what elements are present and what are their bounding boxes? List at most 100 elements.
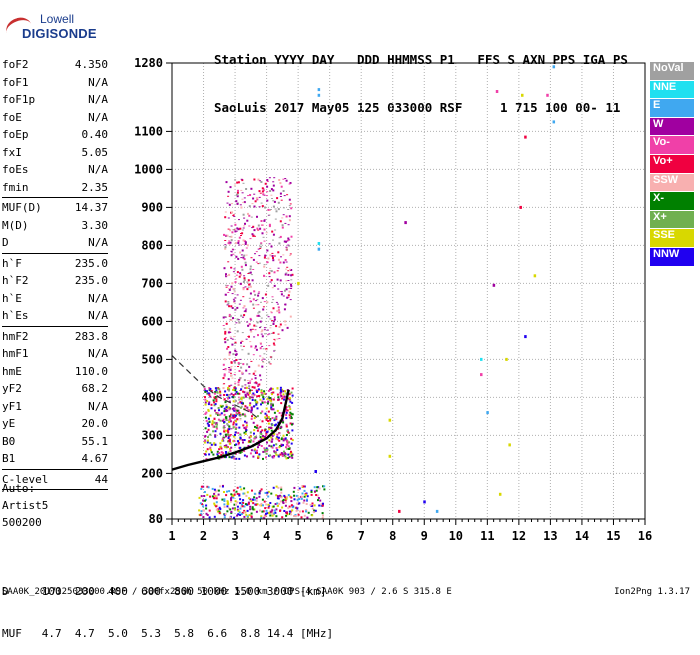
echo-dot — [211, 422, 214, 425]
echo-dot — [287, 296, 290, 298]
echo-dot — [221, 452, 224, 454]
echo-dot — [239, 485, 242, 488]
echo-dot — [288, 219, 291, 222]
echo-dot — [286, 457, 289, 459]
x-tick-label: 16 — [638, 529, 652, 543]
echo-dot — [290, 412, 293, 415]
echo-dot — [271, 424, 274, 426]
echo-dot — [233, 409, 236, 412]
echo-dot — [203, 439, 206, 442]
echo-dot — [279, 500, 282, 503]
echo-dot — [237, 189, 239, 192]
echo-dot — [267, 410, 270, 413]
echo-dot — [266, 512, 269, 515]
echo-dot — [211, 487, 214, 490]
echo-dot — [232, 317, 234, 320]
echo-dot — [235, 353, 237, 356]
echo-dot — [253, 178, 256, 181]
echo-dot — [231, 211, 233, 214]
echo-dot — [252, 502, 255, 505]
echo-dot — [277, 486, 280, 489]
echo-dot — [228, 408, 231, 411]
echo-dot — [272, 342, 275, 345]
echo-dot — [322, 485, 324, 488]
echo-dot — [260, 393, 263, 396]
version-label: Ion2Png 1.3.17 — [614, 587, 690, 597]
echo-dot — [261, 345, 264, 347]
echo-dot — [266, 397, 269, 400]
echo-dot — [250, 360, 253, 362]
echo-dot — [286, 266, 289, 268]
echo-dot — [202, 509, 205, 512]
echo-dot — [242, 363, 245, 366]
echo-dot — [245, 395, 247, 398]
echo-dot — [214, 396, 217, 398]
y-tick-label: 200 — [141, 466, 163, 480]
echo-dot — [269, 281, 272, 283]
echo-point — [552, 120, 556, 124]
echo-dot — [221, 404, 224, 407]
echo-dot — [236, 505, 239, 508]
echo-dot — [261, 359, 263, 361]
echo-dot — [216, 412, 219, 415]
echo-dot — [213, 442, 216, 445]
echo-dot — [260, 390, 263, 393]
echo-dot — [275, 508, 278, 511]
echo-dot — [230, 250, 233, 252]
echo-dot — [279, 279, 282, 282]
echo-dot — [281, 516, 284, 519]
echo-dot — [208, 509, 211, 512]
echo-dot — [248, 497, 251, 500]
echo-dot — [277, 398, 280, 401]
echo-dot — [226, 502, 229, 505]
echo-dot — [216, 453, 219, 456]
echo-dot — [223, 500, 226, 502]
echo-dot — [223, 373, 226, 376]
echo-dot — [287, 445, 290, 448]
echo-dot — [230, 374, 232, 377]
echo-dot — [257, 455, 260, 458]
echo-dot — [323, 488, 326, 491]
echo-dot — [291, 439, 294, 442]
echo-dot — [213, 492, 216, 495]
echo-dot — [269, 419, 272, 422]
echo-dot — [269, 327, 272, 329]
echo-dot — [228, 389, 230, 392]
echo-dot — [272, 239, 274, 241]
echo-dot — [243, 275, 246, 277]
echo-dot — [224, 446, 227, 449]
echo-dot — [224, 401, 227, 404]
echo-dot — [198, 509, 201, 512]
echo-dot — [266, 191, 269, 193]
echo-dot — [234, 405, 236, 408]
x-tick-label: 1 — [168, 529, 175, 543]
echo-dot — [264, 182, 267, 185]
echo-dot — [269, 502, 272, 504]
echo-dot — [263, 392, 266, 395]
echo-dot — [313, 509, 316, 512]
echo-dot — [247, 273, 250, 274]
echo-dot — [260, 317, 263, 319]
echo-dot — [282, 190, 285, 192]
echo-dot — [214, 494, 217, 497]
echo-dot — [239, 507, 242, 510]
echo-dot — [254, 329, 257, 331]
echo-dot — [203, 388, 206, 390]
echo-dot — [235, 255, 238, 258]
echo-dot — [253, 386, 256, 389]
echo-dot — [228, 421, 231, 423]
echo-dot — [286, 447, 289, 450]
echo-dot — [245, 338, 248, 340]
echo-dot — [204, 416, 207, 419]
echo-dot — [296, 498, 299, 501]
echo-dot — [280, 291, 283, 293]
echo-dot — [242, 413, 245, 416]
echo-dot — [270, 406, 273, 409]
echo-dot — [250, 515, 253, 518]
echo-dot — [282, 390, 285, 393]
echo-dot — [265, 452, 268, 455]
echo-point — [480, 373, 483, 377]
echo-dot — [268, 444, 271, 447]
echo-dot — [271, 301, 274, 303]
echo-dot — [219, 391, 222, 394]
